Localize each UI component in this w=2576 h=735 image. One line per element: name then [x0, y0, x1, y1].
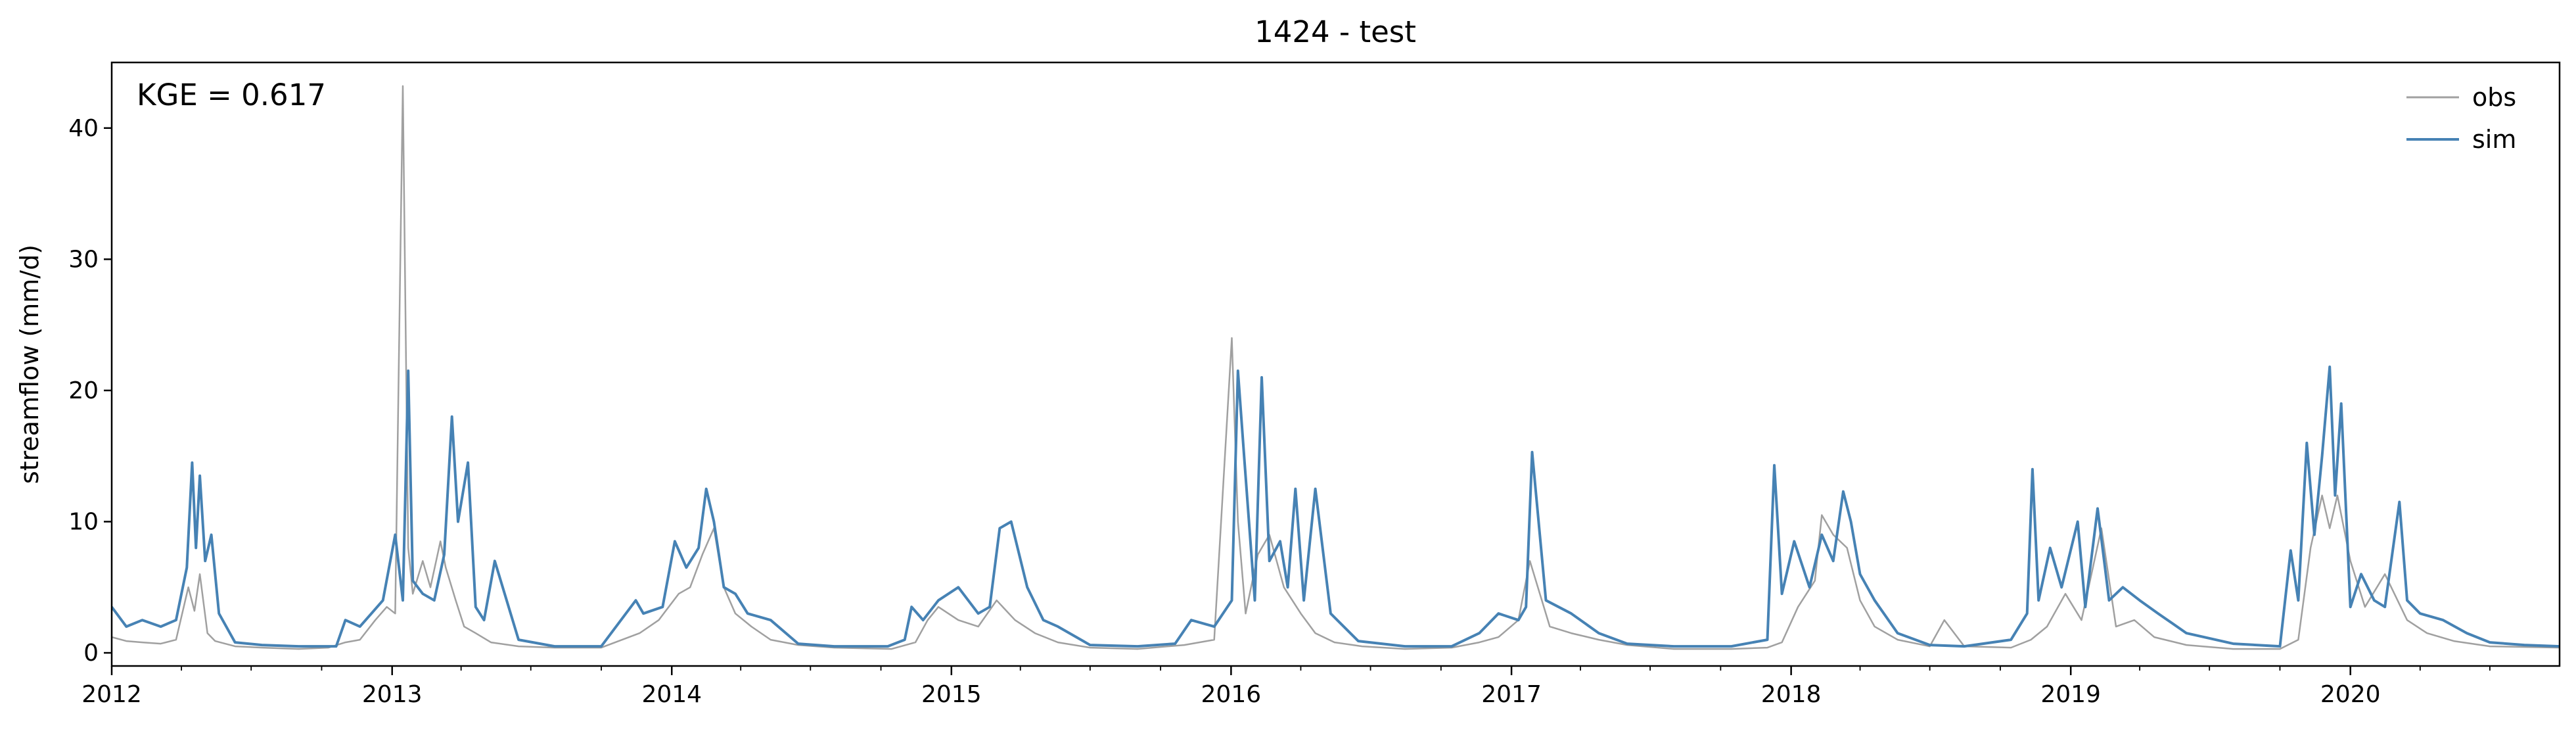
x-tick-label: 2017: [1481, 681, 1542, 708]
x-tick-label: 2014: [641, 681, 702, 708]
y-axis-label: streamflow (mm/d): [15, 245, 44, 484]
x-tick-label: 2018: [1761, 681, 1822, 708]
y-tick-label: 0: [83, 640, 99, 667]
series-line-sim: [112, 366, 2560, 648]
y-tick-label: 10: [68, 508, 99, 535]
y-tick-label: 30: [68, 246, 99, 273]
x-tick-label: 2020: [2320, 681, 2381, 708]
legend: obs sim: [2406, 83, 2516, 154]
legend-label-obs: obs: [2472, 83, 2516, 112]
x-tick-label: 2019: [2040, 681, 2101, 708]
legend-label-sim: sim: [2472, 125, 2516, 154]
x-tick-label: 2013: [362, 681, 423, 708]
y-axis: 0 10 20 30 40: [68, 115, 112, 667]
x-tick-label: 2016: [1201, 681, 1262, 708]
plot-frame: [110, 61, 2561, 667]
chart-title: 1424 - test: [1254, 14, 1416, 49]
x-tick-label: 2012: [81, 681, 142, 708]
x-tick-label: 2015: [921, 681, 982, 708]
y-tick-label: 40: [68, 115, 99, 142]
y-tick-label: 20: [68, 377, 99, 404]
kge-annotation: KGE = 0.617: [137, 78, 326, 112]
series-layer: [112, 85, 2560, 650]
x-axis: 2012 2013 2014 2015 2016 2017 2018 2019 2020: [81, 666, 2491, 708]
